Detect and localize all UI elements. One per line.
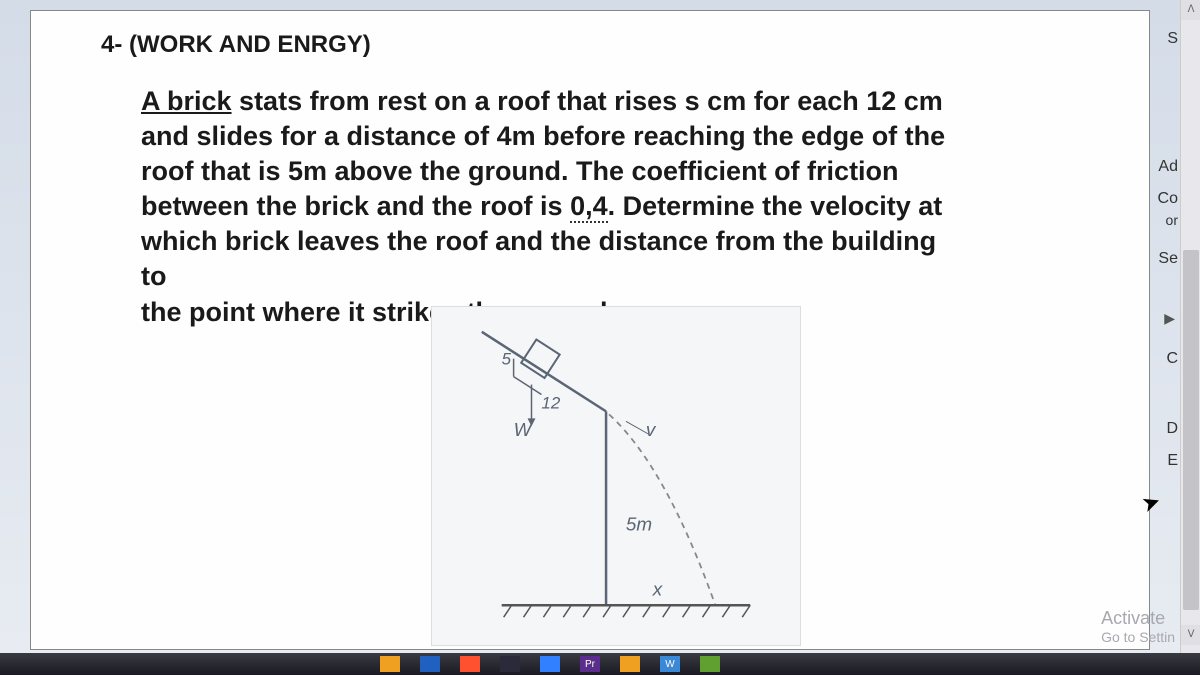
prob-l1-underlined: A brick	[141, 86, 232, 116]
taskbar-app-icon[interactable]	[460, 656, 480, 672]
prob-l3: roof that is 5m above the ground. The co…	[141, 156, 899, 186]
taskbar-app-icon[interactable]	[500, 656, 520, 672]
label-W: W	[514, 420, 534, 441]
label-5: 5	[502, 350, 512, 369]
slope-run-tick	[514, 377, 542, 395]
problem-statement: A brick stats from rest on a roof that r…	[141, 84, 969, 330]
activate-windows-watermark: Activate Go to Settin	[1101, 608, 1175, 645]
prob-l1-rest: stats from rest on a roof that rises s c…	[232, 86, 943, 116]
label-v: v	[646, 420, 657, 441]
document-page: 4- (WORK AND ENRGY) A brick stats from r…	[30, 10, 1150, 650]
prob-l4-num: 0,4	[570, 191, 608, 223]
watermark-line2: Go to Settin	[1101, 629, 1175, 645]
taskbar-app-icon[interactable]	[420, 656, 440, 672]
label-12: 12	[541, 393, 560, 412]
scroll-up-arrow-icon[interactable]: ᐱ	[1181, 0, 1200, 20]
scroll-thumb[interactable]	[1183, 250, 1199, 610]
watermark-line1: Activate	[1101, 608, 1175, 629]
section-number: 4-	[101, 31, 122, 58]
side-peek-8: E	[1167, 452, 1178, 470]
physics-diagram: 5 12 W v 5m	[431, 306, 801, 646]
expand-icon[interactable]: ▶	[1164, 310, 1175, 327]
taskbar-icon-row: Pr W	[0, 653, 1200, 675]
prob-l2: and slides for a distance of 4m before r…	[141, 121, 945, 151]
side-peek-2: Ad	[1158, 158, 1178, 176]
side-peek-1: S	[1167, 30, 1178, 48]
taskbar-app-icon[interactable]	[700, 656, 720, 672]
vertical-scrollbar[interactable]: ᐱ ᐯ	[1180, 0, 1200, 675]
trajectory-path	[609, 414, 715, 605]
taskbar-app-icon[interactable]	[380, 656, 400, 672]
side-peek-7: D	[1166, 420, 1178, 438]
label-5m: 5m	[626, 515, 652, 536]
brick-icon	[521, 339, 560, 378]
diagram-svg: 5 12 W v 5m	[432, 307, 800, 645]
taskbar-app-icon[interactable]	[540, 656, 560, 672]
side-peek-5: Se	[1158, 250, 1178, 268]
prob-l5: which brick leaves the roof and the dist…	[141, 226, 936, 291]
taskbar-app-icon[interactable]: Pr	[580, 656, 600, 672]
label-x: x	[652, 579, 663, 600]
section-heading: 4- (WORK AND ENRGY)	[101, 31, 1089, 59]
side-peek-6: C	[1166, 350, 1178, 368]
prob-l4-pre: between the brick and the roof is	[141, 191, 570, 221]
taskbar-app-icon[interactable]: W	[660, 656, 680, 672]
scroll-down-arrow-icon[interactable]: ᐯ	[1181, 625, 1200, 645]
side-peek-3: Co	[1158, 190, 1178, 208]
taskbar[interactable]: Pr W	[0, 653, 1200, 675]
section-title-text: (WORK AND ENRGY)	[129, 31, 371, 58]
side-peek-4: or	[1166, 212, 1178, 228]
taskbar-app-icon[interactable]	[620, 656, 640, 672]
ground-hatch	[504, 605, 751, 617]
prob-l4-post: . Determine the velocity at	[608, 191, 943, 221]
